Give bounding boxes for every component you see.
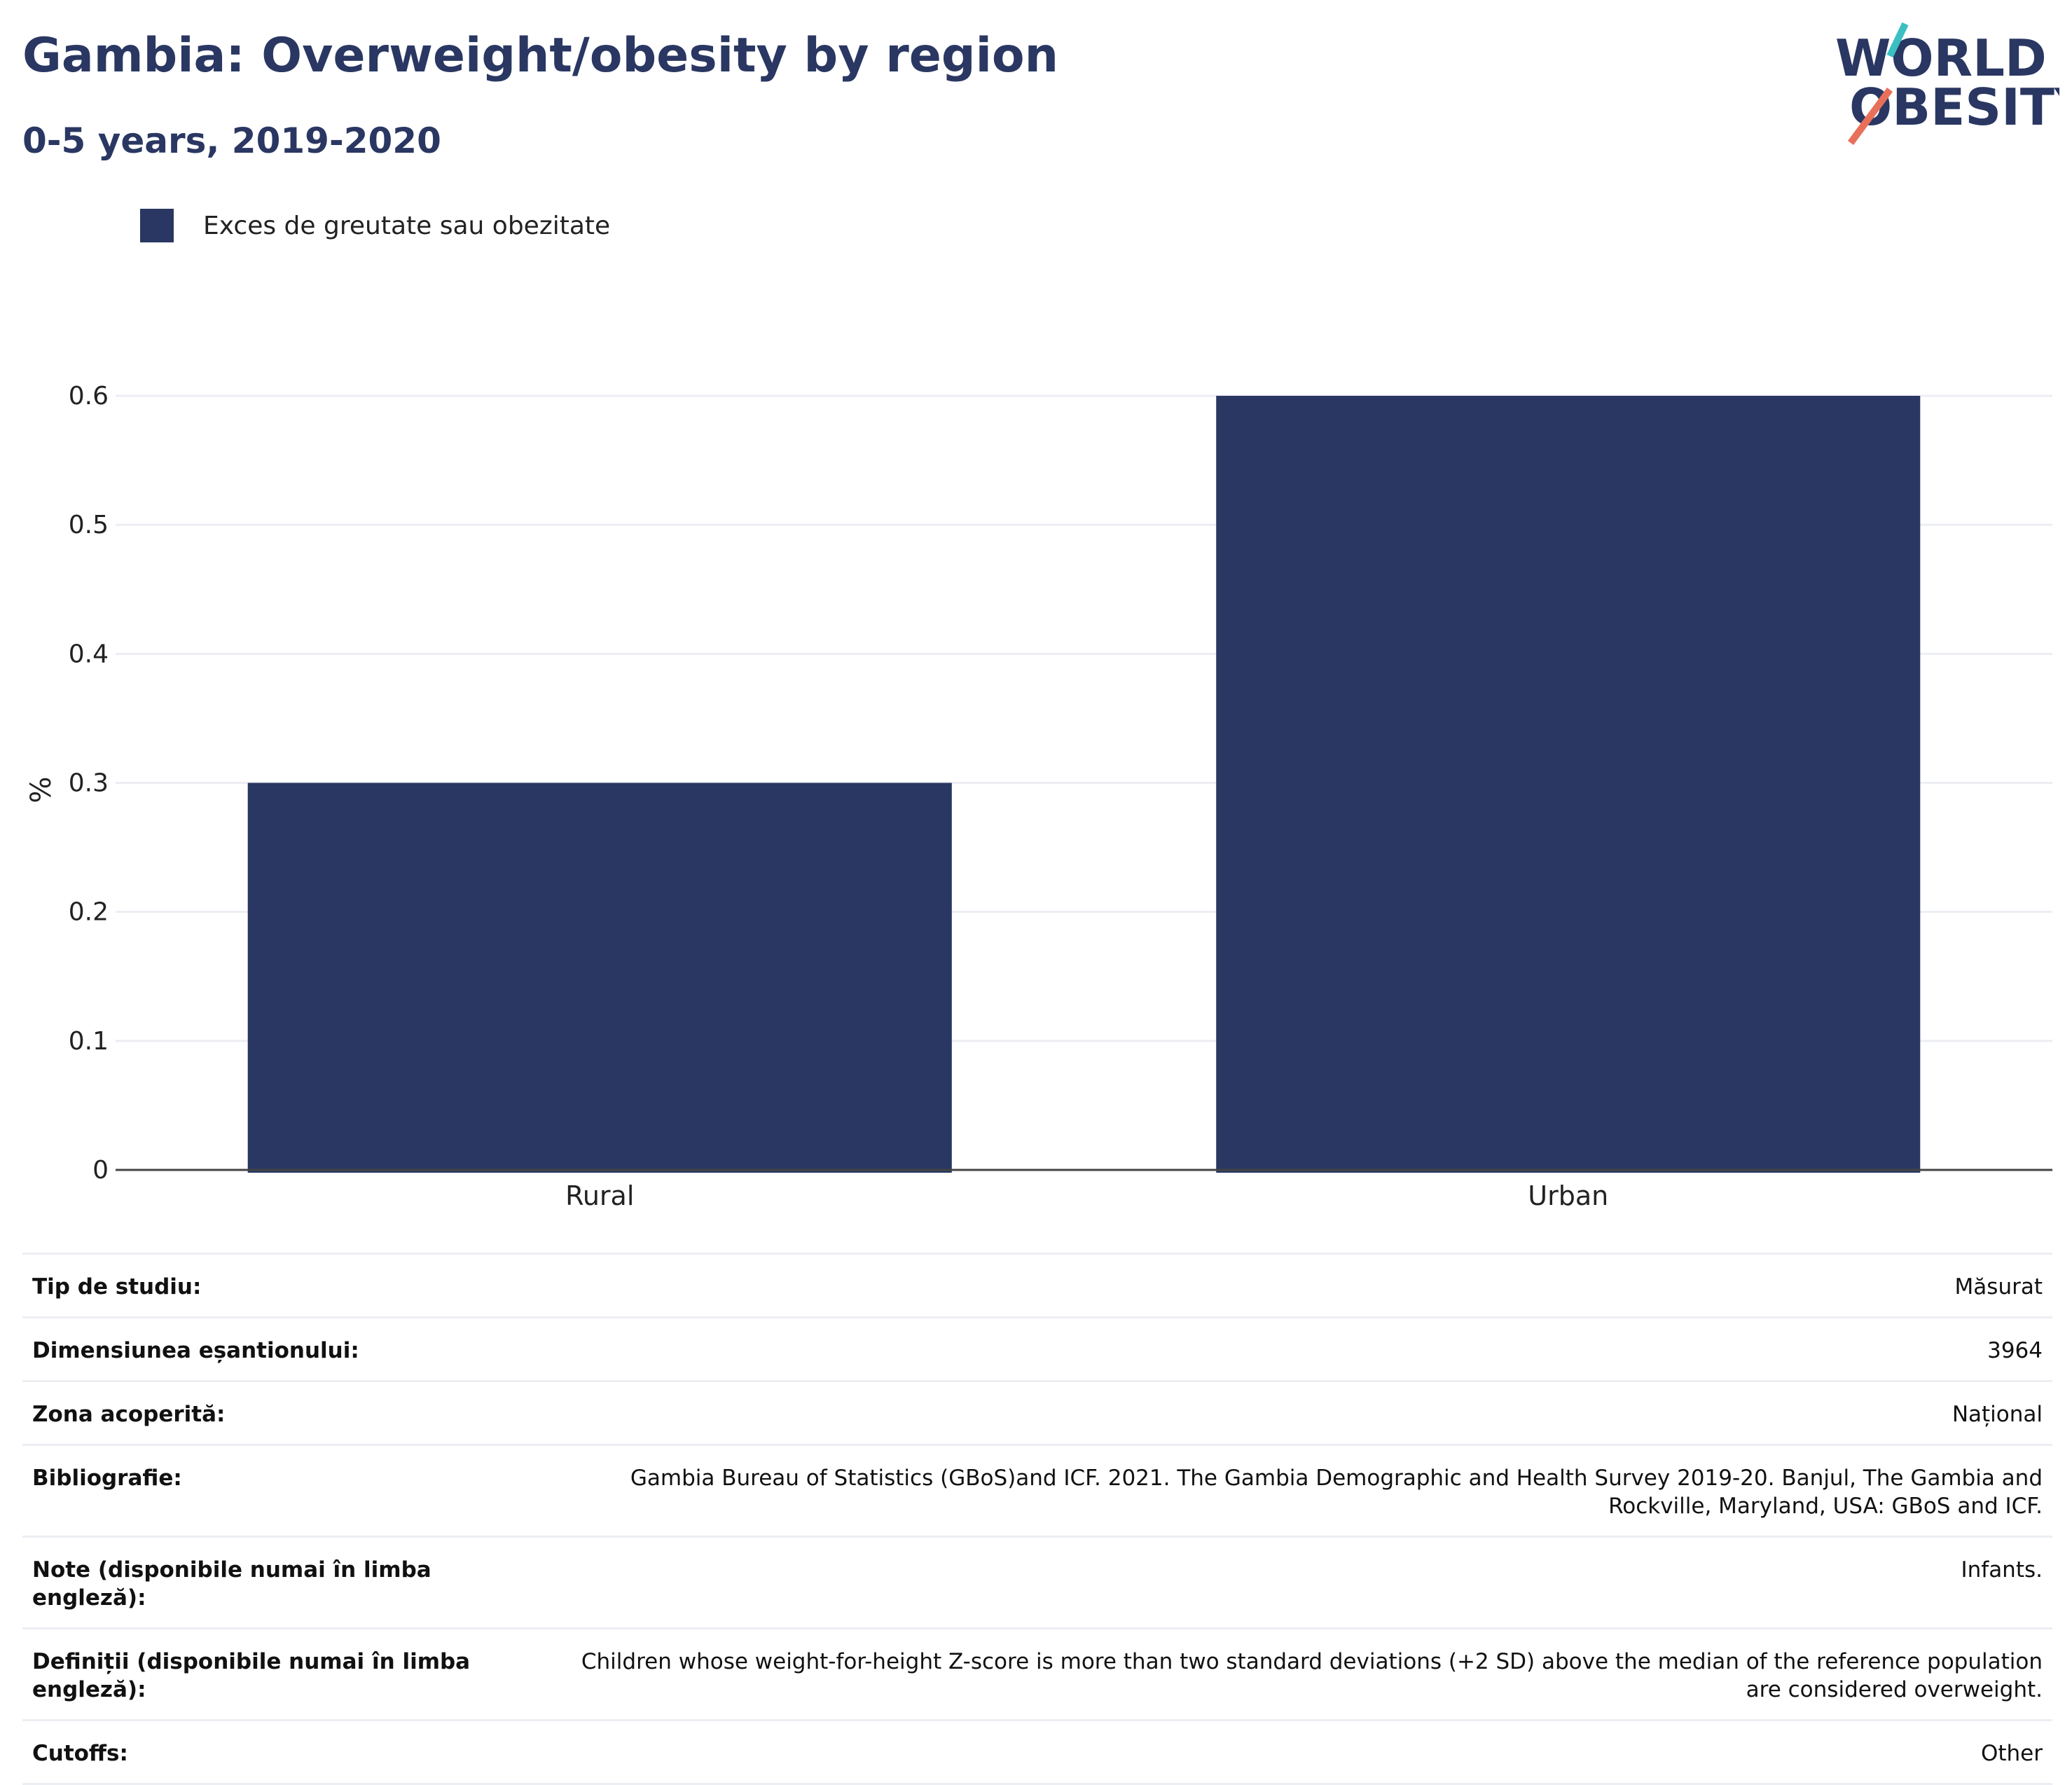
logo-text-obesity: OBESITY [1849,78,2059,137]
details-row: Note (disponibile numai în limba engleză… [22,1536,2052,1629]
details-row: Bibliografie: Gambia Bureau of Statistics… [22,1444,2052,1537]
details-row: Zona acoperită: Național [22,1380,2052,1445]
bar-rural [247,783,952,1173]
details-table: Tip de studiu: Măsurat Dimensiunea eșantio… [22,1253,2052,1785]
bar-urban [1216,396,1921,1173]
x-tick-label: Urban [1528,1180,1608,1211]
world-obesity-logo: WORLD OBESITY [1835,22,2059,145]
y-tick-label: 0.2 [69,898,109,927]
legend-swatch [140,209,174,242]
details-key: Tip de studiu: [22,1253,532,1318]
details-key: Cutoffs: [22,1719,532,1785]
details-value: Măsurat [532,1253,2052,1318]
details-key: Zona acoperită: [22,1380,532,1445]
y-tick-label: 0 [92,1156,109,1185]
legend[interactable]: Exces de greutate sau obezitate [140,207,610,244]
chart-subtitle: 0-5 years, 2019-2020 [22,120,441,161]
logo-slash-bottom [1847,88,1893,145]
details-key: Definiții (disponibile numai în limba en… [22,1627,532,1721]
logo-slash-top [1886,22,1909,58]
y-tick-label: 0.3 [69,769,109,798]
details-row: Cutoffs: Other [22,1719,2052,1785]
y-tick-label: 0.1 [69,1027,109,1056]
details-key: Dimensiunea eșantionului: [22,1316,532,1381]
y-tick-label: 0.5 [69,511,109,539]
details-value: Children whose weight-for-height Z-score… [532,1627,2052,1721]
details-value: Gambia Bureau of Statistics (GBoS)and IC… [532,1444,2052,1537]
chart-title: Gambia: Overweight/obesity by region [22,28,1058,83]
legend-label: Exces de greutate sau obezitate [203,211,611,240]
details-value: Infants. [532,1536,2052,1629]
details-value: 3964 [532,1316,2052,1381]
details-row: Definiții (disponibile numai în limba en… [22,1627,2052,1721]
y-axis-label: % [25,776,57,803]
details-value: Other [532,1719,2052,1785]
x-tick-label: Rural [565,1180,634,1211]
details-key: Note (disponibile numai în limba engleză… [22,1536,532,1629]
details-key: Bibliografie: [22,1444,532,1537]
y-tick-label: 0.4 [69,640,109,668]
bar-chart: 0 0.1 0.2 0.3 0.4 0.5 0.6% Rural Urban [25,382,2052,1211]
y-tick-label: 0.6 [69,382,109,411]
details-row: Tip de studiu: Măsurat [22,1253,2052,1318]
details-row: Dimensiunea eșantionului: 3964 [22,1316,2052,1381]
details-value: Național [532,1380,2052,1445]
logo-text-world: WORLD [1835,29,2047,88]
